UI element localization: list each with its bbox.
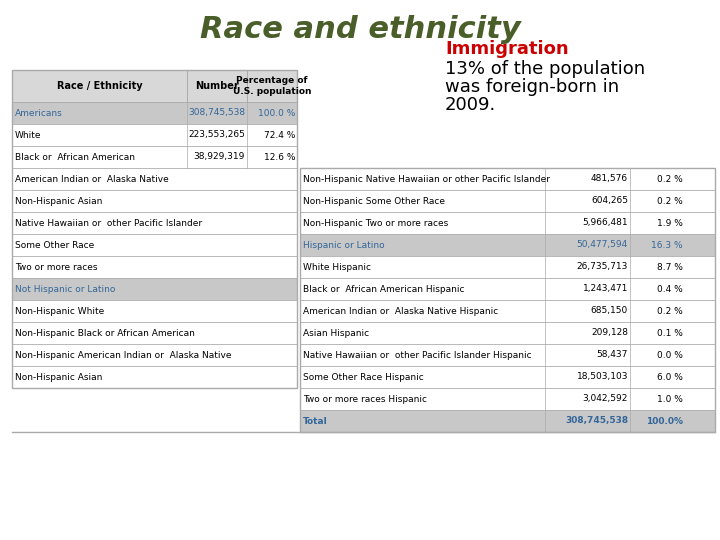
Text: Hispanic or Latino: Hispanic or Latino [303, 240, 384, 249]
Text: 0.1 %: 0.1 % [657, 328, 683, 338]
Bar [12, 168, 297, 190]
Text: Some Other Race: Some Other Race [15, 240, 94, 249]
Text: Two or more races Hispanic: Two or more races Hispanic [303, 395, 427, 403]
Bar [300, 256, 715, 278]
Text: Non-Hispanic Some Other Race: Non-Hispanic Some Other Race [303, 197, 445, 206]
Text: 604,265: 604,265 [591, 197, 628, 206]
Bar [12, 146, 297, 168]
Bar [12, 70, 297, 102]
Bar [12, 300, 297, 322]
Bar [12, 124, 297, 146]
Text: Black or  African American Hispanic: Black or African American Hispanic [303, 285, 464, 294]
Text: 3,042,592: 3,042,592 [582, 395, 628, 403]
Text: 1.0 %: 1.0 % [657, 395, 683, 403]
Text: Native Hawaiian or  other Pacific Islander Hispanic: Native Hawaiian or other Pacific Islande… [303, 350, 531, 360]
Text: was foreign-born in: was foreign-born in [445, 78, 619, 96]
Text: 13% of the population: 13% of the population [445, 60, 645, 78]
Bar [300, 190, 715, 212]
Text: 72.4 %: 72.4 % [264, 131, 295, 139]
Text: 0.4 %: 0.4 % [657, 285, 683, 294]
Text: Some Other Race Hispanic: Some Other Race Hispanic [303, 373, 424, 381]
Bar [300, 168, 715, 432]
Bar [300, 278, 715, 300]
Text: Non-Hispanic White: Non-Hispanic White [15, 307, 104, 315]
Text: 209,128: 209,128 [591, 328, 628, 338]
Bar [12, 212, 297, 234]
Bar [12, 322, 297, 344]
Text: 308,745,538: 308,745,538 [188, 109, 245, 118]
Text: Non-Hispanic American Indian or  Alaska Native: Non-Hispanic American Indian or Alaska N… [15, 350, 232, 360]
Text: 0.2 %: 0.2 % [657, 174, 683, 184]
Text: 12.6 %: 12.6 % [264, 152, 295, 161]
Bar [12, 366, 297, 388]
Bar [12, 70, 297, 388]
Text: 100.0%: 100.0% [646, 416, 683, 426]
Bar [300, 388, 715, 410]
Bar [12, 190, 297, 212]
Bar [300, 234, 715, 256]
Text: 0.0 %: 0.0 % [657, 350, 683, 360]
Text: 26,735,713: 26,735,713 [577, 262, 628, 272]
Text: 1.9 %: 1.9 % [657, 219, 683, 227]
Text: Non-Hispanic Two or more races: Non-Hispanic Two or more races [303, 219, 449, 227]
Text: 1,243,471: 1,243,471 [582, 285, 628, 294]
Text: Non-Hispanic Black or African American: Non-Hispanic Black or African American [15, 328, 195, 338]
Text: Black or  African American: Black or African American [15, 152, 135, 161]
Text: Non-Hispanic Asian: Non-Hispanic Asian [15, 197, 102, 206]
Text: Race and ethnicity: Race and ethnicity [199, 15, 521, 44]
Text: Two or more races: Two or more races [15, 262, 97, 272]
Bar [300, 322, 715, 344]
Text: 2009.: 2009. [445, 96, 496, 114]
Bar [300, 366, 715, 388]
Text: 308,745,538: 308,745,538 [565, 416, 628, 426]
Text: Americans: Americans [15, 109, 63, 118]
Text: Total: Total [303, 416, 328, 426]
Text: 16.3 %: 16.3 % [652, 240, 683, 249]
Text: White Hispanic: White Hispanic [303, 262, 371, 272]
Text: 100.0 %: 100.0 % [258, 109, 295, 118]
Bar [12, 344, 297, 366]
Text: Race / Ethnicity: Race / Ethnicity [57, 81, 143, 91]
Bar [12, 234, 297, 256]
Text: 5,966,481: 5,966,481 [582, 219, 628, 227]
Text: 223,553,265: 223,553,265 [188, 131, 245, 139]
Text: 481,576: 481,576 [591, 174, 628, 184]
Text: 50,477,594: 50,477,594 [577, 240, 628, 249]
Text: 0.2 %: 0.2 % [657, 197, 683, 206]
Text: Immigration: Immigration [445, 40, 569, 58]
Text: American Indian or  Alaska Native Hispanic: American Indian or Alaska Native Hispani… [303, 307, 498, 315]
Text: 58,437: 58,437 [597, 350, 628, 360]
Text: 8.7 %: 8.7 % [657, 262, 683, 272]
Text: American Indian or  Alaska Native: American Indian or Alaska Native [15, 174, 168, 184]
Text: 6.0 %: 6.0 % [657, 373, 683, 381]
Text: Non-Hispanic Native Hawaiian or other Pacific Islander: Non-Hispanic Native Hawaiian or other Pa… [303, 174, 550, 184]
Bar [300, 212, 715, 234]
Text: Percentage of
U.S. population: Percentage of U.S. population [233, 76, 311, 96]
Text: 38,929,319: 38,929,319 [194, 152, 245, 161]
Bar [12, 278, 297, 300]
Text: Asian Hispanic: Asian Hispanic [303, 328, 369, 338]
Bar [300, 410, 715, 432]
Text: Number: Number [195, 81, 239, 91]
Text: 0.2 %: 0.2 % [657, 307, 683, 315]
Text: Native Hawaiian or  other Pacific Islander: Native Hawaiian or other Pacific Islande… [15, 219, 202, 227]
Bar [300, 300, 715, 322]
Text: 18,503,103: 18,503,103 [577, 373, 628, 381]
Text: 685,150: 685,150 [590, 307, 628, 315]
Text: Not Hispanic or Latino: Not Hispanic or Latino [15, 285, 115, 294]
Text: White: White [15, 131, 42, 139]
Text: Non-Hispanic Asian: Non-Hispanic Asian [15, 373, 102, 381]
Bar [300, 344, 715, 366]
Bar [12, 102, 297, 124]
Bar [300, 168, 715, 190]
Bar [12, 256, 297, 278]
